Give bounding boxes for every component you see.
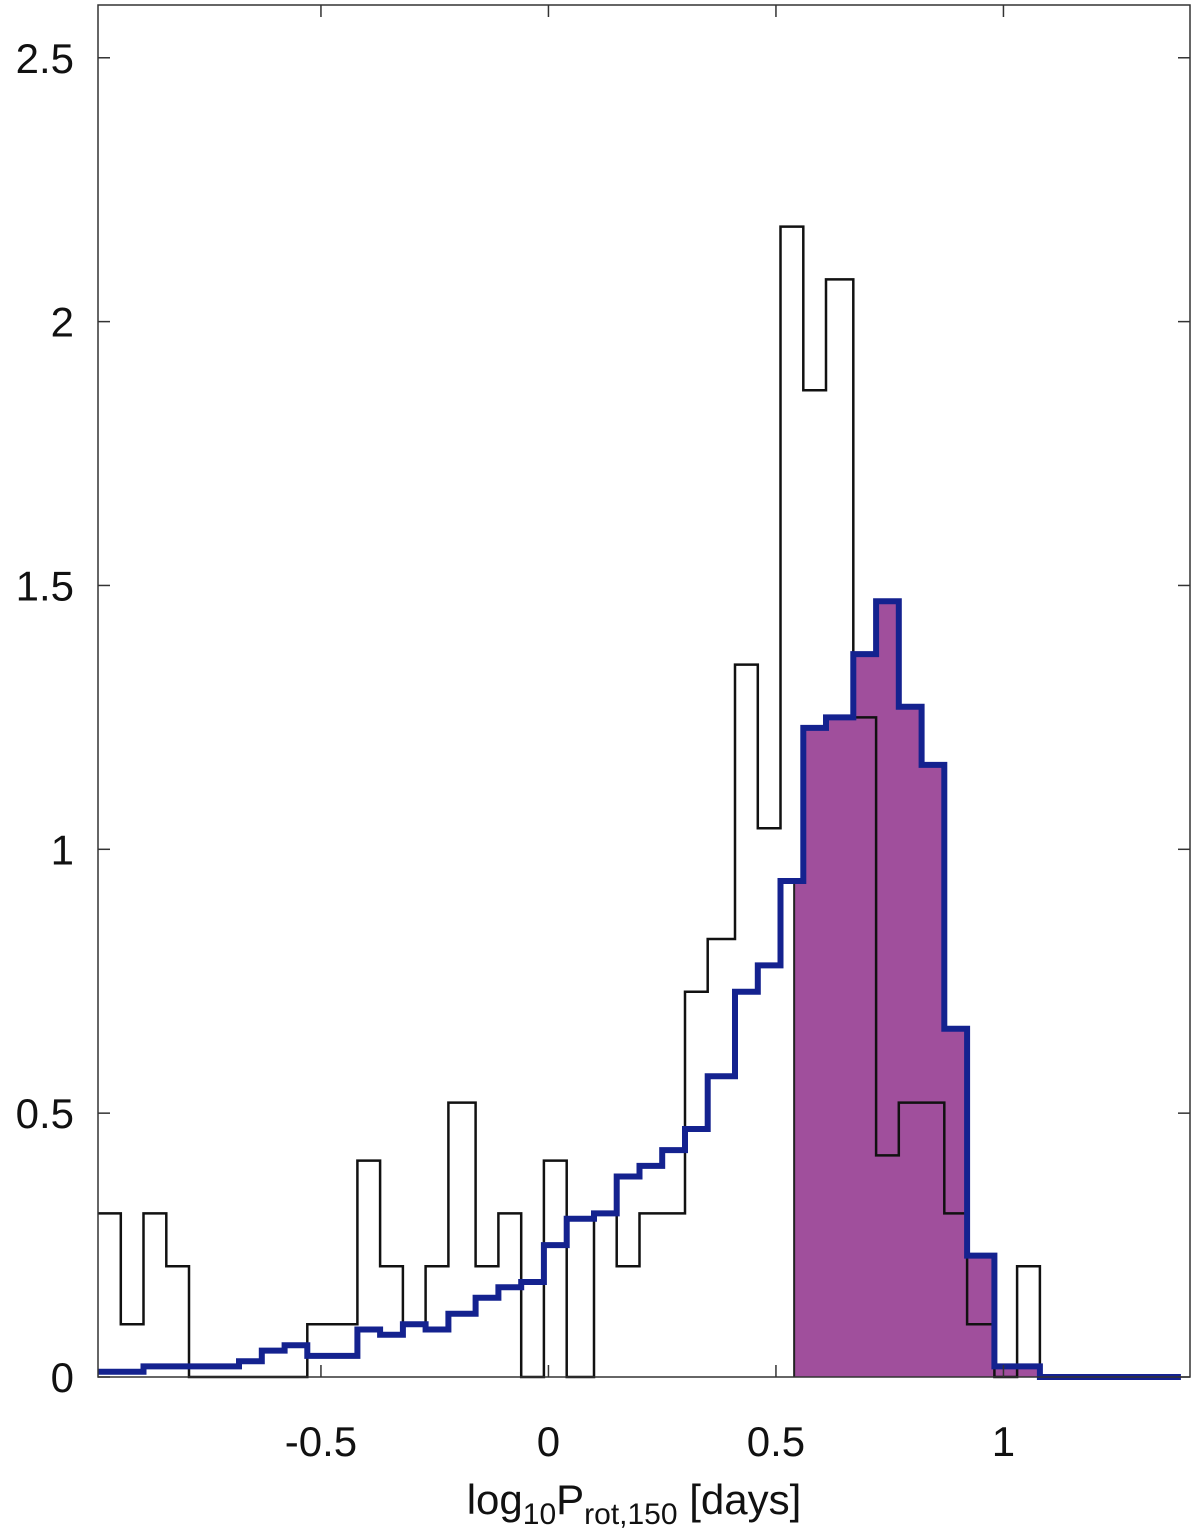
axis-ticks: 0 0.5 1 1.5 2 2.5 -0.5 0 0.5 1	[16, 5, 1190, 1465]
x-tick-label: 0.5	[747, 1418, 805, 1465]
y-tick-label: 2.5	[16, 35, 74, 82]
y-tick-label: 1.5	[16, 562, 74, 609]
y-tick-label: 2	[51, 299, 74, 346]
plot-frame	[97, 4, 1191, 1378]
thick-step-series	[98, 598, 1181, 1380]
x-tick-label: -0.5	[285, 1418, 357, 1465]
filled-region	[794, 601, 1077, 1377]
x-tick-label: 0	[537, 1418, 560, 1465]
y-tick-label: 1	[51, 826, 74, 873]
x-tick-label: 1	[992, 1418, 1015, 1465]
x-axis-label: log10Prot,150 [days]	[467, 1476, 802, 1530]
y-tick-label: 0.5	[16, 1090, 74, 1137]
y-tick-label: 0	[51, 1354, 74, 1401]
